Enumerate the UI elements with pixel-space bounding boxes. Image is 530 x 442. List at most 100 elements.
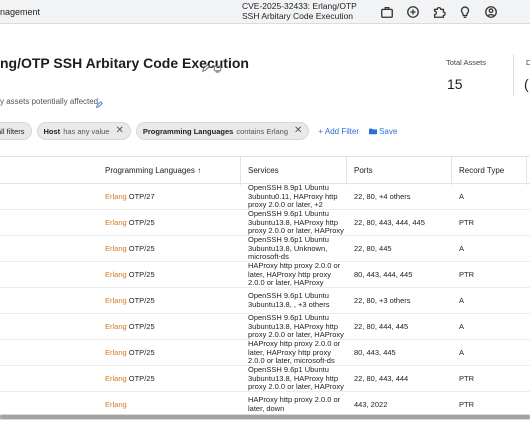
toolbar-icons bbox=[378, 3, 500, 21]
chip-label: all filters bbox=[0, 126, 25, 136]
edit-pencil-icon[interactable] bbox=[95, 96, 103, 114]
language-filter-chip[interactable]: Programming Languages contains Erlang ✕ bbox=[135, 122, 310, 140]
table-row[interactable]: Erlang OTP/25 HAProxy http proxy 2.0.0 o… bbox=[0, 339, 530, 366]
services-text: HAProxy http proxy 2.0.0 or later, down bbox=[248, 395, 341, 413]
language-link[interactable]: Erlang bbox=[105, 296, 127, 305]
next-stat-value: ( bbox=[524, 76, 529, 92]
breadcrumb[interactable]: nagement bbox=[0, 7, 41, 17]
total-assets-label: Total Assets bbox=[446, 58, 487, 67]
services-cell: OpenSSH 9.6p1 Ubuntu 3ubuntu13.8, HAProx… bbox=[248, 209, 344, 236]
folder-icon bbox=[369, 128, 378, 135]
version-text: OTP/25 bbox=[126, 244, 155, 253]
ports-cell: 22, 80, +3 others bbox=[354, 296, 411, 305]
chip-condition: contains Erlang bbox=[236, 126, 289, 136]
header-services[interactable]: Services bbox=[248, 166, 279, 175]
page-subtitle: y assets potentially affected bbox=[0, 97, 99, 106]
services-cell: OpenSSH 9.6p1 Ubuntu 3ubuntu13.8, HAProx… bbox=[248, 313, 344, 340]
language-link[interactable]: Erlang bbox=[105, 270, 127, 279]
ports-cell: 80, 443, 444, 445 bbox=[354, 270, 413, 279]
column-divider[interactable] bbox=[526, 157, 527, 185]
services-text: HAProxy http proxy 2.0.0 or later, HAPro… bbox=[248, 261, 341, 288]
services-cell: HAProxy http proxy 2.0.0 or later, HAPro… bbox=[248, 339, 344, 366]
language-link[interactable]: Erlang bbox=[105, 322, 127, 331]
table-row[interactable]: Erlang OTP/27 OpenSSH 8.9p1 Ubuntu 3ubun… bbox=[0, 183, 530, 210]
header-label: Programming Languages bbox=[105, 166, 195, 175]
ports-cell: 22, 80, 444, 445 bbox=[354, 322, 409, 331]
services-text: OpenSSH 9.6p1 Ubuntu 3ubuntu13.8, HAProx… bbox=[248, 365, 344, 392]
record-type-cell: PTR bbox=[459, 374, 474, 383]
column-divider[interactable] bbox=[451, 157, 452, 185]
language-cell: Erlang OTP/25 bbox=[105, 322, 155, 332]
services-cell: OpenSSH 9.6p1 Ubuntu 3ubuntu13.8, Unknow… bbox=[248, 235, 344, 262]
services-cell: OpenSSH 9.6p1 Ubuntu 3ubuntu13.8, HAProx… bbox=[248, 365, 344, 392]
all-filters-chip[interactable]: all filters bbox=[0, 122, 32, 140]
version-text: OTP/25 bbox=[126, 218, 155, 227]
language-cell: Erlang OTP/25 bbox=[105, 218, 155, 228]
table-header: Programming Languages ↑ Services Ports R… bbox=[0, 156, 530, 185]
stat-divider bbox=[513, 54, 514, 96]
table-row[interactable]: Erlang OTP/25 OpenSSH 9.6p1 Ubuntu 3ubun… bbox=[0, 209, 530, 236]
services-text: OpenSSH 9.6p1 Ubuntu 3ubuntu13.8, HAProx… bbox=[248, 313, 344, 340]
ports-cell: 443, 2022 bbox=[354, 400, 388, 409]
record-type-cell: A bbox=[459, 348, 465, 357]
chip-label: Programming Languages bbox=[142, 126, 234, 136]
top-bar: nagement CVE-2025-32433: Erlang/OTP SSH … bbox=[0, 0, 530, 24]
plus-circle-icon[interactable] bbox=[404, 3, 422, 21]
services-text: HAProxy http proxy 2.0.0 or later, HAPro… bbox=[248, 339, 341, 366]
copy-icon[interactable] bbox=[213, 60, 222, 78]
cve-tab-title[interactable]: CVE-2025-32433: Erlang/OTP SSH Arbitary … bbox=[242, 1, 357, 21]
language-link[interactable]: Erlang bbox=[105, 218, 127, 227]
services-text: OpenSSH 9.6p1 Ubuntu 3ubuntu13.8, Unknow… bbox=[248, 235, 329, 262]
language-cell: Erlang OTP/25 bbox=[105, 374, 155, 384]
table-row[interactable]: Erlang OTP/25 OpenSSH 9.6p1 Ubuntu 3ubun… bbox=[0, 313, 530, 340]
record-type-cell: PTR bbox=[459, 218, 474, 227]
services-cell: OpenSSH 9.6p1 Ubuntu 3ubuntu13.8, , +3 o… bbox=[248, 288, 344, 314]
filter-bar: all filters Host has any value ✕ Program… bbox=[0, 122, 397, 140]
column-divider[interactable] bbox=[240, 157, 241, 185]
services-cell: HAProxy http proxy 2.0.0 or later, down bbox=[248, 392, 344, 418]
ports-cell: 22, 80, 443, 444 bbox=[354, 374, 409, 383]
record-type-cell: PTR bbox=[459, 400, 474, 409]
chip-condition: has any value bbox=[63, 126, 110, 136]
title-actions bbox=[201, 60, 222, 78]
chip-label: Host bbox=[43, 126, 61, 136]
version-text: OTP/25 bbox=[126, 374, 155, 383]
briefcase-icon[interactable] bbox=[378, 3, 396, 21]
save-button[interactable]: Save bbox=[369, 127, 397, 136]
ports-cell: 22, 80, +4 others bbox=[354, 192, 411, 201]
record-type-cell: A bbox=[459, 296, 465, 305]
pencil-icon[interactable] bbox=[201, 60, 210, 78]
header-record-type[interactable]: Record Type bbox=[459, 166, 505, 175]
language-cell: Erlang OTP/25 bbox=[105, 348, 155, 358]
scrollbar-thumb[interactable] bbox=[0, 415, 530, 419]
language-link[interactable]: Erlang bbox=[105, 244, 127, 253]
horizontal-scrollbar[interactable] bbox=[0, 414, 530, 420]
table-row[interactable]: Erlang OTP/25 OpenSSH 9.6p1 Ubuntu 3ubun… bbox=[0, 288, 530, 314]
services-text: OpenSSH 9.6p1 Ubuntu 3ubuntu13.8, , +3 o… bbox=[248, 291, 330, 309]
header-programming-languages[interactable]: Programming Languages ↑ bbox=[105, 166, 201, 175]
language-link[interactable]: Erlang bbox=[105, 192, 127, 201]
user-circle-icon[interactable] bbox=[482, 3, 500, 21]
close-icon[interactable]: ✕ bbox=[294, 125, 303, 136]
add-filter-button[interactable]: + Add Filter bbox=[318, 126, 360, 136]
version-text: OTP/27 bbox=[126, 192, 155, 201]
next-stat-label: D bbox=[526, 58, 530, 67]
close-icon[interactable]: ✕ bbox=[115, 125, 124, 136]
version-text: OTP/25 bbox=[126, 270, 155, 279]
language-link[interactable]: Erlang bbox=[105, 400, 127, 409]
column-divider[interactable] bbox=[346, 157, 347, 185]
record-type-cell: A bbox=[459, 192, 465, 201]
sort-up-icon[interactable]: ↑ bbox=[197, 166, 202, 175]
table-row[interactable]: Erlang OTP/25 HAProxy http proxy 2.0.0 o… bbox=[0, 261, 530, 288]
services-cell: HAProxy http proxy 2.0.0 or later, HAPro… bbox=[248, 261, 344, 288]
services-cell: OpenSSH 8.9p1 Ubuntu 3ubuntu0.11, HAProx… bbox=[248, 183, 344, 210]
table-row[interactable]: Erlang OTP/25 OpenSSH 9.6p1 Ubuntu 3ubun… bbox=[0, 235, 530, 262]
save-label: Save bbox=[379, 126, 398, 136]
lightbulb-icon[interactable] bbox=[456, 3, 474, 21]
header-ports[interactable]: Ports bbox=[354, 166, 373, 175]
language-link[interactable]: Erlang bbox=[105, 374, 127, 383]
language-link[interactable]: Erlang bbox=[105, 348, 127, 357]
host-filter-chip[interactable]: Host has any value ✕ bbox=[36, 122, 131, 140]
table-row[interactable]: Erlang OTP/25 OpenSSH 9.6p1 Ubuntu 3ubun… bbox=[0, 365, 530, 392]
puzzle-icon[interactable] bbox=[430, 3, 448, 21]
